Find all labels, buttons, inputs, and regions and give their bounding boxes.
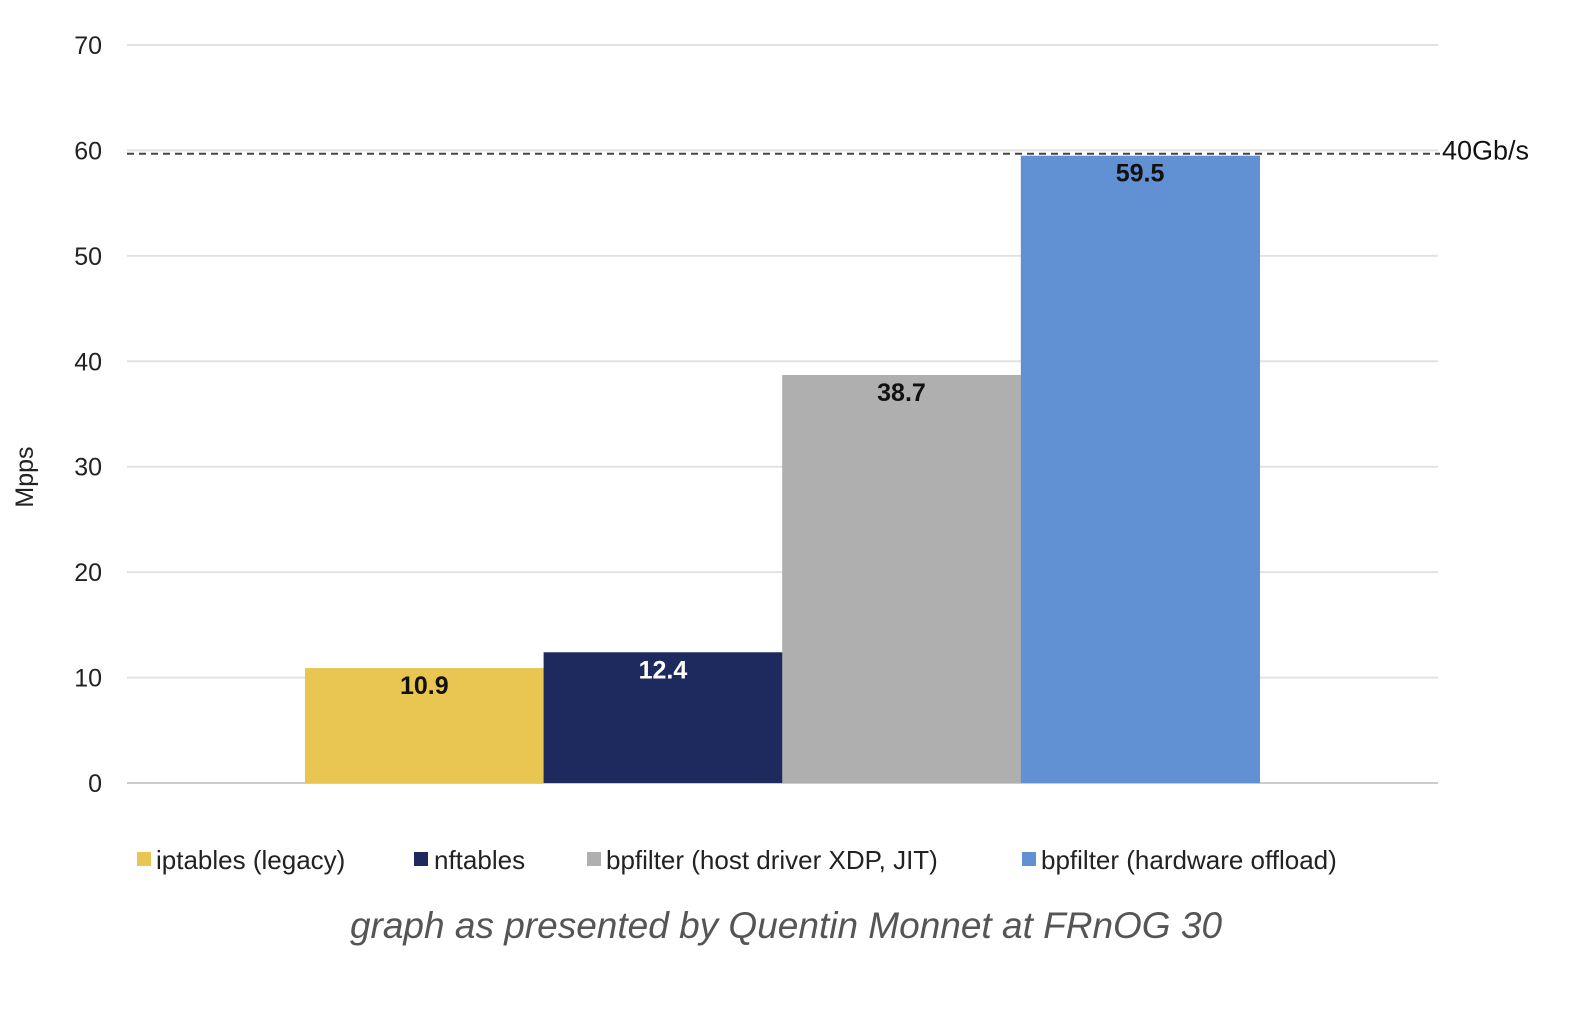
y-tick-label: 0 [88, 770, 102, 798]
bar-value-label: 59.5 [1116, 160, 1165, 188]
y-tick-label: 50 [74, 243, 102, 271]
reference-line-label: 40Gb/s [1442, 136, 1529, 166]
y-tick-label: 30 [74, 454, 102, 482]
legend-swatch [137, 852, 151, 866]
y-tick-label: 70 [74, 32, 102, 60]
figure-caption: graph as presented by Quentin Monnet at … [349, 905, 1223, 946]
legend-label: bpfilter (host driver XDP, JIT) [606, 845, 938, 875]
bar-value-label: 12.4 [639, 656, 688, 684]
bar [782, 374, 1022, 783]
legend: iptables (legacy) nftables bpfilter (host … [137, 845, 1337, 875]
bars [305, 155, 1260, 783]
legend-label: nftables [434, 845, 525, 875]
bar-value-label: 10.9 [400, 672, 449, 700]
legend-label: bpfilter (hardware offload) [1041, 845, 1337, 875]
value-labels: 10.9 12.4 38.7 59.5 [400, 160, 1165, 700]
y-axis-ticks: 0 10 20 30 40 50 60 70 [74, 32, 102, 798]
bar [305, 668, 545, 783]
legend-swatch [587, 852, 601, 866]
y-tick-label: 60 [74, 137, 102, 165]
bar-value-label: 38.7 [877, 379, 926, 407]
y-axis-label: Mpps [11, 446, 39, 507]
legend-swatch [414, 852, 428, 866]
y-tick-label: 10 [74, 665, 102, 693]
bar [543, 652, 783, 783]
y-tick-label: 20 [74, 559, 102, 587]
legend-label: iptables (legacy) [156, 845, 345, 875]
y-tick-label: 40 [74, 348, 102, 376]
legend-swatch [1022, 852, 1036, 866]
bar [1020, 155, 1260, 783]
